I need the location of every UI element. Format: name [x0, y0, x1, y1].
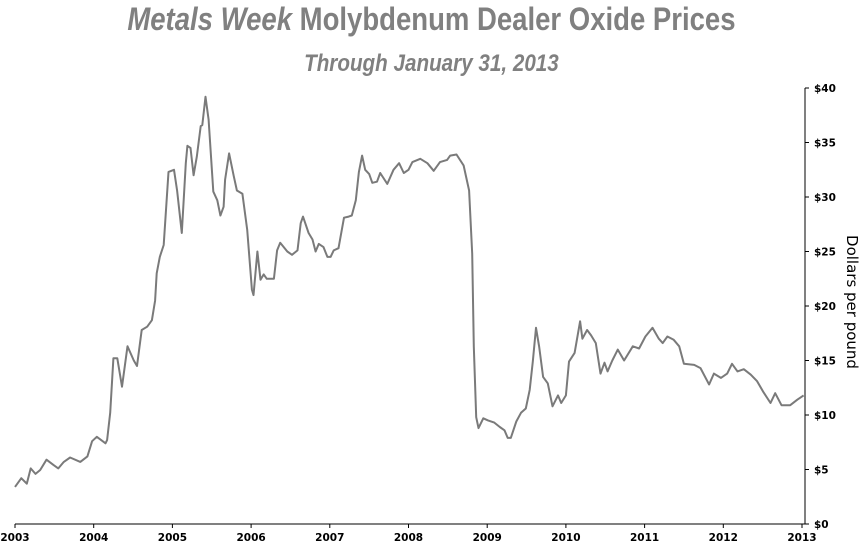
y-tick-label: $15	[814, 356, 836, 368]
axes: 2003 2004 2005 2006 2007 2008 2009 2010 2011 2012…	[0, 83, 836, 544]
y-tick-label: $20	[814, 301, 836, 313]
x-tick-label: 2012	[709, 532, 738, 544]
y-tick-label: $40	[814, 83, 836, 95]
x-tick-label: 2013	[787, 532, 816, 544]
y-axis-label: Dollars per pound	[843, 235, 861, 369]
y-tick-label: $35	[814, 138, 836, 150]
x-tick-label: 2003	[0, 532, 29, 544]
price-line	[14, 95, 805, 488]
x-tick-label: 2010	[551, 532, 580, 544]
y-tick-label: $0	[814, 519, 829, 531]
chart-title-italic: Metals Week	[127, 1, 293, 37]
x-tick-label: 2004	[79, 532, 108, 544]
y-tick-label: $5	[814, 465, 829, 477]
x-tick-label: 2011	[630, 532, 659, 544]
y-tick-label: $30	[814, 192, 836, 204]
series-group	[14, 95, 805, 488]
chart-title: Metals Week Molybdenum Dealer Oxide Pric…	[60, 0, 802, 38]
y-tick-label: $10	[814, 410, 836, 422]
chart-title-rest: Molybdenum Dealer Oxide Prices	[292, 1, 736, 37]
x-tick-label: 2006	[236, 532, 265, 544]
x-tick-label: 2008	[394, 532, 423, 544]
x-tick-label: 2005	[158, 532, 187, 544]
x-tick-label: 2007	[315, 532, 344, 544]
chart-subtitle: Through January 31, 2013	[304, 50, 559, 77]
y-tick-label: $25	[814, 247, 836, 259]
x-tick-label: 2009	[473, 532, 502, 544]
